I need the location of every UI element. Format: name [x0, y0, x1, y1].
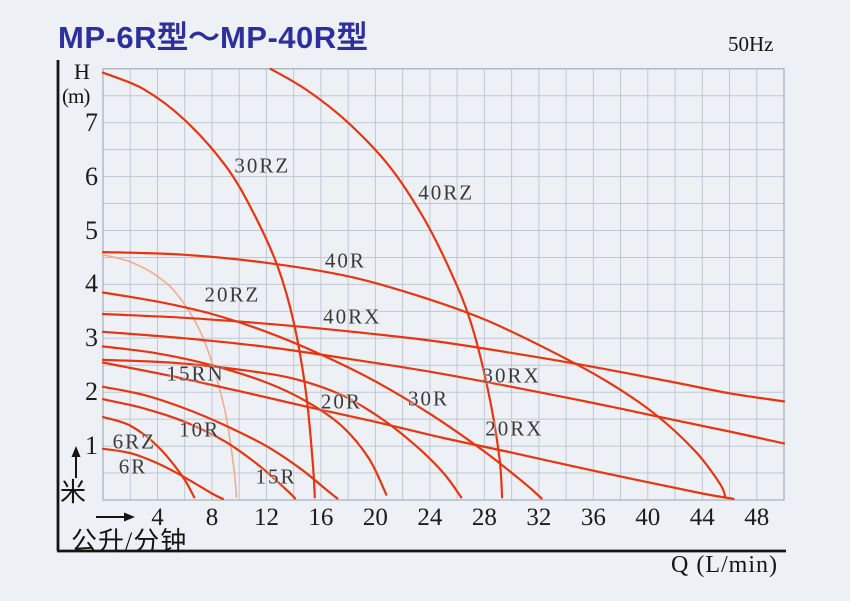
curve-label-10R: 10R [179, 417, 221, 442]
frequency-label: 50Hz [728, 32, 774, 56]
x-tick-8: 8 [205, 504, 219, 531]
curve-6RZ [102, 415, 196, 499]
x-tick-4: 4 [151, 504, 164, 531]
curve-label-20RX: 20RX [485, 416, 544, 441]
curve-20R [102, 358, 463, 499]
x-axis-arrowhead-icon [124, 512, 135, 522]
curve-30R [102, 291, 543, 500]
y-tick-6: 6 [85, 161, 98, 191]
curve-40R [102, 251, 727, 499]
x-tick-28: 28 [471, 504, 497, 531]
curve-label-6RZ: 6RZ [112, 429, 156, 454]
y-tick-2: 2 [85, 377, 98, 407]
y-tick-1: 1 [85, 431, 98, 461]
curve-10R [102, 398, 297, 500]
y-tick-4: 4 [85, 269, 98, 299]
curve-label-15RN: 15RN [166, 361, 225, 386]
curve-40RZ [269, 67, 504, 499]
x-tick-12: 12 [253, 504, 279, 531]
x-axis-unit-chinese: 公升/分钟 [71, 527, 188, 556]
y-axis-unit: (m) [62, 84, 90, 108]
curve-label-40R: 40R [324, 248, 366, 273]
curve-label-40RZ: 40RZ [418, 180, 475, 205]
y-axis-symbol: H [74, 59, 90, 84]
curve-label-30RX: 30RX [482, 363, 541, 388]
page-title: MP-6R型～MP-40R型 [58, 20, 369, 55]
y-tick-3: 3 [85, 323, 98, 353]
curve-label-15R: 15R [255, 464, 297, 489]
curve-6R [102, 447, 224, 500]
curve-label-6R: 6R [118, 454, 148, 479]
x-tick-36: 36 [580, 504, 606, 531]
curve-20RZ [102, 254, 238, 499]
x-tick-32: 32 [526, 504, 552, 531]
y-axis-arrowhead-icon [71, 446, 81, 457]
curves-group [102, 67, 785, 500]
x-tick-40: 40 [635, 504, 661, 531]
x-axis-label: Q (L/min) [671, 552, 778, 578]
curve-15R [102, 385, 339, 500]
curve-30RZ [102, 71, 316, 499]
x-tick-24: 24 [417, 504, 443, 531]
curve-label-20R: 20R [320, 389, 362, 414]
curve-label-20RZ: 20RZ [204, 282, 261, 307]
y-tick-7: 7 [85, 107, 98, 137]
curve-15RN [102, 345, 388, 496]
x-tick-16: 16 [308, 504, 334, 531]
y-axis-unit-chinese: 米 [60, 478, 87, 507]
curve-20RX [102, 361, 735, 500]
x-tick-20: 20 [362, 504, 388, 531]
curve-label-40RX: 40RX [323, 304, 382, 329]
curve-label-30R: 30R [408, 386, 450, 411]
curve-40RX [102, 312, 785, 403]
curve-label-30RZ: 30RZ [234, 153, 291, 178]
x-tick-48: 48 [744, 504, 770, 531]
grid-border [102, 68, 785, 501]
x-tick-44: 44 [689, 504, 715, 531]
curve-30RX [102, 330, 785, 445]
y-tick-5: 5 [85, 215, 98, 245]
